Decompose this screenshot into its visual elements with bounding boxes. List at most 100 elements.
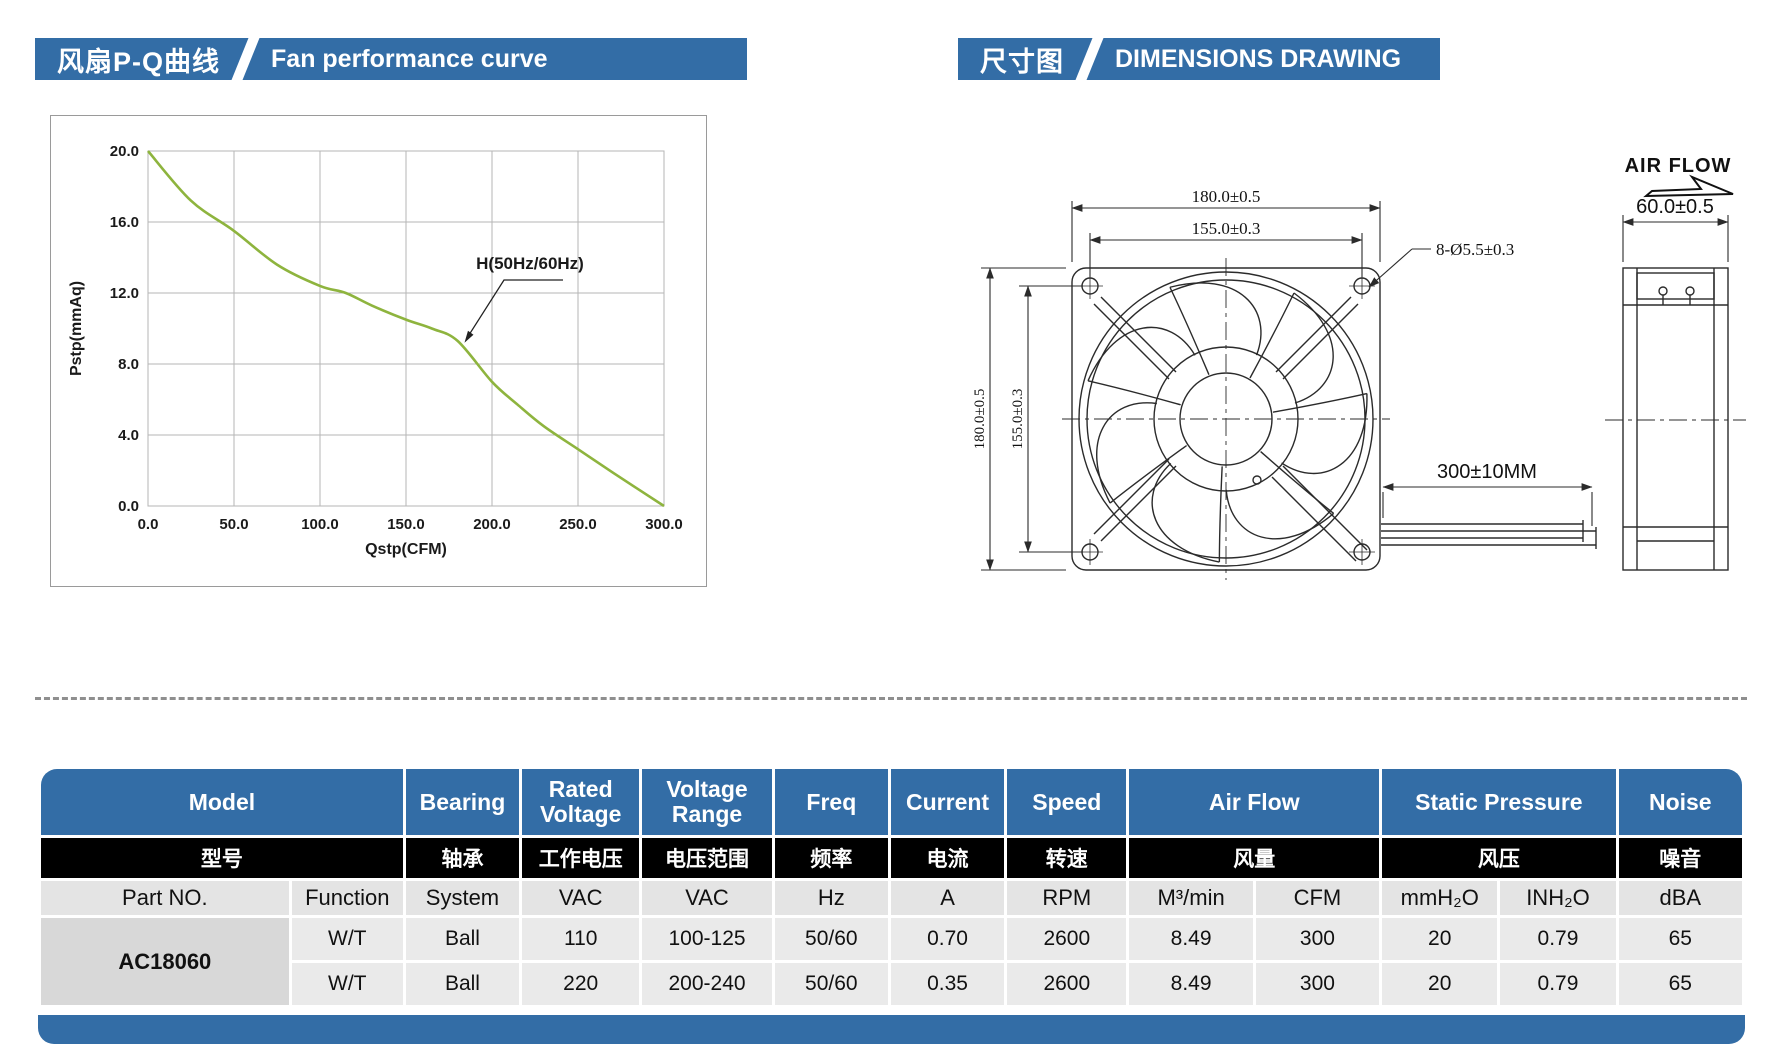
unit-rpm: RPM	[1007, 881, 1127, 915]
svg-text:200.0: 200.0	[473, 516, 511, 533]
unit-system: System	[405, 881, 520, 915]
lead-wires	[1381, 520, 1597, 549]
header-noise-cn: 噪音	[1618, 838, 1742, 878]
cell: W/T	[291, 963, 403, 1005]
table-footer-bar	[38, 1015, 1745, 1044]
svg-text:16.0: 16.0	[110, 214, 139, 231]
svg-text:8.0: 8.0	[118, 356, 139, 373]
dimensions-banner: 尺寸图 DIMENSIONS DRAWING	[958, 38, 1440, 80]
svg-text:20.0: 20.0	[110, 143, 139, 160]
unit-cfm: CFM	[1255, 881, 1380, 915]
header-air-flow-cn: 风量	[1129, 838, 1380, 878]
cell: 0.79	[1500, 918, 1616, 960]
dim-label-wire-length: 300±10MM	[1437, 461, 1537, 483]
dim-label-mounting-holes: 8-Ø5.5±0.3	[1436, 240, 1514, 259]
header-voltage-range: Voltage Range	[642, 769, 772, 835]
unit-a: A	[890, 881, 1005, 915]
cell: 0.70	[890, 918, 1005, 960]
cell: 50/60	[774, 918, 888, 960]
dimensions-banner-en: DIMENSIONS DRAWING	[1115, 44, 1402, 73]
svg-text:0.0: 0.0	[138, 516, 159, 533]
dim-label-width-holes: 155.0±0.3	[1192, 219, 1261, 238]
header-air-flow: Air Flow	[1129, 769, 1380, 835]
dimensions-drawing: 180.0±0.5 155.0±0.3 180.0±0.5 155.0±0.3 …	[850, 95, 1771, 605]
cell: 300	[1255, 963, 1380, 1005]
cell: 110	[522, 918, 640, 960]
header-row-en: Model Bearing Rated Voltage Voltage Rang…	[41, 769, 1742, 835]
cell: 2600	[1007, 918, 1127, 960]
cell: 50/60	[774, 963, 888, 1005]
cell: 65	[1618, 918, 1742, 960]
air-flow-label: AIR FLOW	[1625, 155, 1732, 177]
svg-text:150.0: 150.0	[387, 516, 425, 533]
pq-chart-svg: 0.0 50.0 100.0 150.0 200.0 250.0 300.0 0.0 4.0 8.…	[68, 143, 683, 558]
section-divider	[35, 697, 1747, 700]
cell: W/T	[291, 918, 403, 960]
svg-text:4.0: 4.0	[118, 427, 139, 444]
dimension-lines	[981, 201, 1729, 571]
fan-side-view	[1622, 267, 1729, 571]
cell: Ball	[405, 963, 520, 1005]
header-speed-cn: 转速	[1007, 838, 1127, 878]
unit-function: Function	[291, 881, 403, 915]
header-current: Current	[890, 769, 1005, 835]
dim-label-width-outer: 180.0±0.5	[1192, 187, 1261, 206]
dim-label-height-holes: 155.0±0.3	[1010, 389, 1026, 450]
banner-slash	[1069, 38, 1110, 80]
header-freq-cn: 频率	[774, 838, 888, 878]
header-static-pressure: Static Pressure	[1382, 769, 1616, 835]
header-bearing: Bearing	[405, 769, 520, 835]
y-axis-label: Pstp(mmAq)	[68, 281, 85, 376]
units-row: Part NO. Function System VAC VAC Hz A RP…	[41, 881, 1742, 915]
banner-slash	[225, 38, 266, 80]
unit-vac-range: VAC	[642, 881, 772, 915]
svg-text:250.0: 250.0	[559, 516, 597, 533]
part-number-cell: AC18060	[41, 918, 289, 1005]
svg-text:12.0: 12.0	[110, 285, 139, 302]
data-row-110v: AC18060 W/T Ball 110 100-125 50/60 0.70 …	[41, 918, 1742, 1005]
fan-front-view	[1062, 255, 1393, 580]
header-current-cn: 电流	[890, 838, 1005, 878]
header-voltage-range-cn: 电压范围	[642, 838, 772, 878]
dim-label-height-outer: 180.0±0.5	[972, 389, 988, 450]
cell: 200-240	[642, 963, 772, 1005]
svg-text:50.0: 50.0	[219, 516, 248, 533]
header-model: Model	[41, 769, 403, 835]
pq-curve-banner-cn: 风扇P-Q曲线	[57, 46, 221, 77]
cell: 20	[1382, 963, 1498, 1005]
data-row-220v: W/T Ball 220 200-240 50/60 0.35 2600 8.4…	[41, 963, 1742, 1005]
pq-curve	[147, 150, 665, 508]
cell: 20	[1382, 918, 1498, 960]
unit-dba: dBA	[1618, 881, 1742, 915]
unit-vac-rated: VAC	[522, 881, 640, 915]
svg-text:100.0: 100.0	[301, 516, 339, 533]
dimensions-banner-cn: 尺寸图	[980, 46, 1064, 77]
spec-table: Model Bearing Rated Voltage Voltage Rang…	[38, 766, 1745, 1008]
cell: 0.35	[890, 963, 1005, 1005]
header-freq: Freq	[774, 769, 888, 835]
cell: 0.79	[1500, 963, 1616, 1005]
cell: 8.49	[1129, 918, 1253, 960]
cell: 2600	[1007, 963, 1127, 1005]
air-flow-arrow-icon	[1643, 174, 1734, 198]
dim-label-depth: 60.0±0.5	[1636, 196, 1714, 218]
curve-annotation: H(50Hz/60Hz)	[476, 254, 584, 273]
cell: 100-125	[642, 918, 772, 960]
annotation-arrow-icon	[464, 330, 474, 343]
header-speed: Speed	[1007, 769, 1127, 835]
cell: 220	[522, 963, 640, 1005]
pq-curve-banner-en: Fan performance curve	[271, 44, 548, 73]
cell: 300	[1255, 918, 1380, 960]
header-bearing-cn: 轴承	[405, 838, 520, 878]
svg-text:0.0: 0.0	[118, 498, 139, 515]
unit-mmh2o: mmH₂O	[1382, 881, 1498, 915]
pq-curve-banner: 风扇P-Q曲线 Fan performance curve	[35, 38, 747, 80]
unit-part-no: Part NO.	[41, 881, 289, 915]
header-model-cn: 型号	[41, 838, 403, 878]
cell: Ball	[405, 918, 520, 960]
header-row-cn: 型号 轴承 工作电压 电压范围 频率 电流 转速 风量 风压 噪音	[41, 838, 1742, 878]
pq-performance-chart: 0.0 50.0 100.0 150.0 200.0 250.0 300.0 0.0 4.0 8.…	[50, 115, 707, 587]
svg-text:300.0: 300.0	[645, 516, 683, 533]
cell: 65	[1618, 963, 1742, 1005]
